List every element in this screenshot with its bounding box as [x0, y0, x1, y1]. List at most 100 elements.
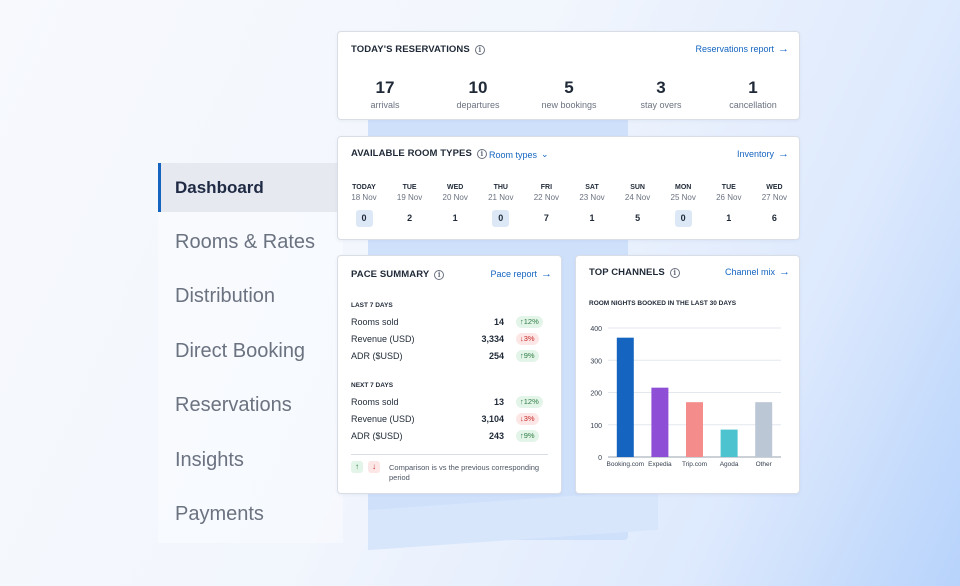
- inventory-label: Inventory: [736, 149, 774, 159]
- day-column[interactable]: WED 20 Nov 1: [435, 184, 475, 227]
- bar-other: [755, 402, 773, 457]
- pace-label: Revenue (USD): [351, 334, 415, 344]
- nav-item-insights[interactable]: Insights: [175, 448, 244, 471]
- info-icon[interactable]: i: [476, 148, 487, 159]
- day-column[interactable]: MON 25 Nov 0: [663, 184, 703, 227]
- day-column[interactable]: TUE 19 Nov 2: [390, 184, 430, 227]
- arrow-up-icon: ↑: [351, 461, 363, 473]
- stat-value: 1: [748, 78, 758, 97]
- nav-item-direct-booking[interactable]: Direct Booking: [175, 339, 306, 362]
- reservations-card: TODAY'S RESERVATIONS i Reservations repo…: [337, 31, 800, 120]
- nav-item-dashboard[interactable]: Dashboard: [158, 163, 340, 212]
- reservations-report-link[interactable]: Reservations report →: [695, 43, 789, 54]
- y-tick-label: 0: [598, 455, 602, 462]
- pace-title: PACE SUMMARY i: [351, 269, 445, 280]
- pace-report-link[interactable]: Pace report →: [490, 267, 552, 280]
- day-date: 24 Nov: [624, 193, 651, 202]
- nav-item-reservations[interactable]: Reservations: [175, 394, 292, 416]
- available-count: 0: [492, 210, 510, 227]
- x-tick-label: Expedia: [648, 461, 672, 468]
- stat-value: 17: [375, 78, 395, 97]
- day-date: 23 Nov: [579, 193, 605, 202]
- channels-title: TOP CHANNELS i: [589, 267, 680, 278]
- available-count: 1: [726, 213, 732, 223]
- available-count: 1: [589, 213, 595, 223]
- pace-label: Revenue (USD): [351, 414, 415, 424]
- day-date: 27 Nov: [761, 193, 788, 202]
- stat-label: new bookings: [541, 100, 597, 110]
- day-column[interactable]: SAT 23 Nov 1: [572, 184, 612, 227]
- nav-item-distribution[interactable]: Distribution: [175, 285, 276, 307]
- pace-row: ADR ($USD) 243 ↑9%: [351, 430, 547, 444]
- pace-row: Rooms sold 14 ↑12%: [351, 316, 547, 330]
- pace-row: Revenue (USD) 3,104 ↓3%: [351, 413, 547, 427]
- available-count: 0: [355, 210, 373, 227]
- stat-departures[interactable]: 10 departures: [433, 78, 523, 110]
- pace-row: Rooms sold 13 ↑12%: [351, 396, 547, 410]
- room-types-card: AVAILABLE ROOM TYPES i Room types ⌄ Inve…: [337, 136, 800, 240]
- stat-label: departures: [456, 100, 500, 110]
- stat-new-bookings[interactable]: 5 new bookings: [524, 78, 614, 110]
- channel-mix-label: Channel mix: [724, 267, 775, 277]
- pace-value: 3,104: [481, 414, 504, 424]
- stat-cancellation[interactable]: 1 cancellation: [708, 78, 798, 110]
- reservations-title-text: TODAY'S RESERVATIONS: [351, 44, 470, 55]
- change-value: 3%: [523, 334, 535, 343]
- info-icon[interactable]: i: [474, 44, 485, 55]
- arrow-up-icon: ↑: [520, 351, 524, 360]
- room-types-dropdown[interactable]: Room types ⌄: [489, 149, 549, 160]
- y-tick-label: 300: [590, 358, 602, 365]
- pace-title-text: PACE SUMMARY: [351, 269, 430, 280]
- day-name: TUE: [721, 184, 736, 191]
- pace-value: 3,334: [481, 334, 504, 344]
- day-column[interactable]: SUN 24 Nov 5: [618, 184, 658, 227]
- stat-label: arrivals: [370, 100, 400, 110]
- day-column[interactable]: WED 27 Nov 6: [754, 184, 794, 227]
- arrow-up-icon: ↑: [520, 317, 524, 326]
- inventory-link[interactable]: Inventory →: [736, 147, 789, 160]
- stat-label: stay overs: [640, 100, 682, 110]
- day-date: 19 Nov: [396, 193, 423, 202]
- pace-report-label: Pace report: [490, 269, 537, 279]
- available-count: 5: [635, 213, 641, 223]
- change-value: 12%: [523, 397, 539, 406]
- day-column[interactable]: TUE 26 Nov 1: [709, 184, 749, 227]
- room-types-title-text: AVAILABLE ROOM TYPES: [351, 148, 472, 159]
- nav-item-payments[interactable]: Payments: [175, 503, 264, 525]
- change-badge: ↑12%: [516, 396, 543, 408]
- change-value: 9%: [523, 431, 535, 440]
- x-tick-label: Other: [756, 461, 773, 468]
- x-tick-label: Agoda: [720, 461, 739, 468]
- pace-value: 243: [488, 431, 504, 441]
- stat-arrivals[interactable]: 17 arrivals: [340, 78, 430, 110]
- info-icon[interactable]: i: [434, 269, 445, 280]
- day-column[interactable]: THU 21 Nov 0: [481, 184, 521, 227]
- pace-value: 254: [488, 351, 504, 361]
- sidebar-nav: Dashboard Rooms & Rates Distribution Dir…: [158, 163, 340, 545]
- bar-tripcom: [686, 402, 703, 457]
- change-badge: ↑9%: [516, 350, 539, 362]
- bar-agoda: [720, 429, 738, 457]
- day-name: THU: [493, 184, 508, 191]
- divider: [351, 454, 548, 455]
- chart-subtitle: ROOM NIGHTS BOOKED IN THE LAST 30 DAYS: [589, 300, 737, 307]
- pace-value: 13: [493, 397, 504, 407]
- day-date: 25 Nov: [670, 193, 696, 202]
- stat-stay-overs[interactable]: 3 stay overs: [616, 78, 706, 110]
- stat-value: 5: [564, 78, 574, 97]
- pace-label: Rooms sold: [351, 397, 399, 407]
- channels-bar-chart: 0 100 200 300 400 Booking.com Expedia Trip.com A…: [590, 326, 781, 468]
- day-date: 18 Nov: [351, 193, 377, 202]
- bar-bookingcom: [616, 337, 634, 457]
- nav-item-rooms-rates[interactable]: Rooms & Rates: [175, 230, 316, 253]
- day-column[interactable]: FRI 22 Nov 7: [526, 184, 566, 227]
- change-badge: ↑12%: [516, 316, 543, 328]
- arrow-right-icon: →: [541, 267, 552, 280]
- info-icon[interactable]: i: [669, 267, 680, 278]
- channel-mix-link[interactable]: Channel mix →: [724, 266, 790, 277]
- day-column[interactable]: TODAY 18 Nov 0: [344, 184, 384, 227]
- arrow-down-icon: ↓: [520, 334, 524, 343]
- x-tick-label: Booking.com: [607, 461, 645, 468]
- available-count: 0: [674, 210, 692, 227]
- arrow-right-icon: →: [778, 147, 789, 160]
